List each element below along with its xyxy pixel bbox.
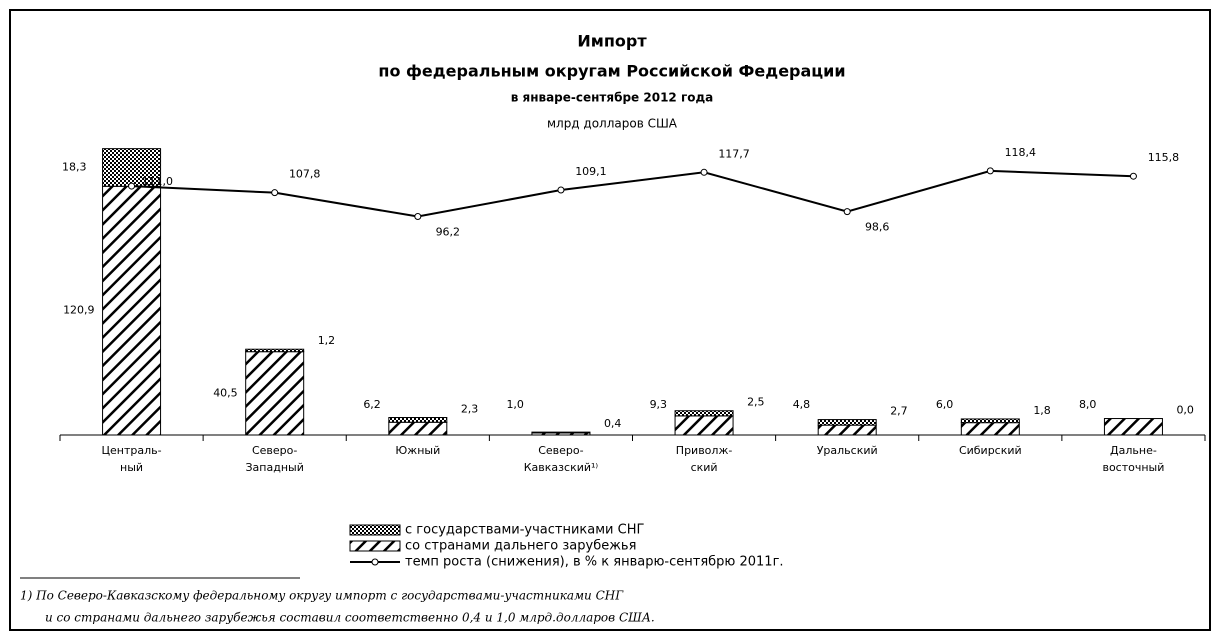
data-label: 6,2 xyxy=(363,398,381,411)
line-point xyxy=(414,213,422,221)
bar-segment xyxy=(960,422,1020,436)
x-tick-label: Северо- xyxy=(538,444,583,457)
legend-label: темп роста (снижения), в % к январю-сент… xyxy=(405,555,784,570)
data-label: 96,2 xyxy=(436,226,461,239)
bar-segment xyxy=(245,351,305,436)
bar-segment xyxy=(817,419,877,426)
bar-segment xyxy=(102,185,162,436)
line-series xyxy=(131,169,1134,218)
x-tick-label: Северо- xyxy=(252,444,297,457)
x-tick-label: ский xyxy=(691,461,718,474)
x-tick-label: Уральский xyxy=(817,444,878,457)
data-label: 1,8 xyxy=(1033,404,1051,417)
chart-title: по федеральным округам Российской Федера… xyxy=(378,62,845,81)
bar-segment xyxy=(960,418,1020,424)
bar-segment xyxy=(674,410,734,417)
line-point xyxy=(1129,172,1137,180)
data-label: 2,7 xyxy=(890,405,908,418)
data-label: 1,2 xyxy=(318,334,336,347)
data-label: 2,5 xyxy=(747,396,765,409)
data-label: 0,4 xyxy=(604,417,622,430)
footnote: 1) По Северо-Кавказскому федеральному ок… xyxy=(20,589,624,603)
x-tick-label: Централь- xyxy=(102,444,162,457)
line-point xyxy=(700,168,708,176)
legend-marker xyxy=(371,558,379,566)
data-label: 115,8 xyxy=(1148,151,1180,164)
data-label: 118,4 xyxy=(1005,146,1037,159)
bar-segment xyxy=(817,424,877,436)
bar-segment xyxy=(674,415,734,436)
x-tick-label: восточный xyxy=(1102,461,1164,474)
line-point xyxy=(843,208,851,216)
legend-swatch xyxy=(349,540,401,552)
x-tick-label: Кавказский¹⁾ xyxy=(524,461,599,474)
chart-subtitle: в январе-сентябре 2012 года xyxy=(511,91,714,105)
x-tick-label: Сибирский xyxy=(959,444,1022,457)
data-label: 107,8 xyxy=(289,168,321,181)
data-label: 0,0 xyxy=(1176,404,1194,417)
data-label: 117,7 xyxy=(718,147,750,160)
bar-segment xyxy=(388,421,448,436)
data-label: 120,9 xyxy=(63,304,95,317)
x-tick-label: ный xyxy=(120,461,143,474)
data-label: 4,8 xyxy=(793,398,811,411)
legend-label: со странами дальнего зарубежья xyxy=(405,539,636,554)
line-point xyxy=(271,189,279,197)
x-tick-label: Западный xyxy=(246,461,304,474)
data-label: 9,3 xyxy=(650,398,668,411)
line-point xyxy=(986,167,994,175)
data-label: 109,1 xyxy=(575,165,607,178)
chart-title: Импорт xyxy=(577,32,647,51)
footnote: и со странами дальнего зарубежья состави… xyxy=(45,611,655,625)
line-point xyxy=(128,182,136,190)
bar-segment xyxy=(245,348,305,353)
chart-subtitle: млрд долларов США xyxy=(547,117,678,131)
bar-segment xyxy=(388,417,448,423)
data-label: 1,0 xyxy=(506,398,524,411)
bar-segment xyxy=(1103,418,1163,436)
legend-swatch xyxy=(349,524,401,536)
data-label: 111,0 xyxy=(142,175,174,188)
x-tick-label: Дальне- xyxy=(1110,444,1157,457)
data-label: 40,5 xyxy=(213,386,238,399)
data-label: 98,6 xyxy=(865,221,890,234)
frame xyxy=(9,9,1211,631)
data-label: 18,3 xyxy=(62,160,87,173)
x-tick-label: Приволж- xyxy=(676,444,733,457)
data-label: 6,0 xyxy=(936,398,954,411)
data-label: 2,3 xyxy=(461,403,479,416)
data-label: 8,0 xyxy=(1079,398,1097,411)
x-tick-label: Южный xyxy=(395,444,440,457)
line-point xyxy=(557,186,565,194)
legend-label: с государствами-участниками СНГ xyxy=(405,523,644,538)
bar-segment xyxy=(531,431,591,434)
